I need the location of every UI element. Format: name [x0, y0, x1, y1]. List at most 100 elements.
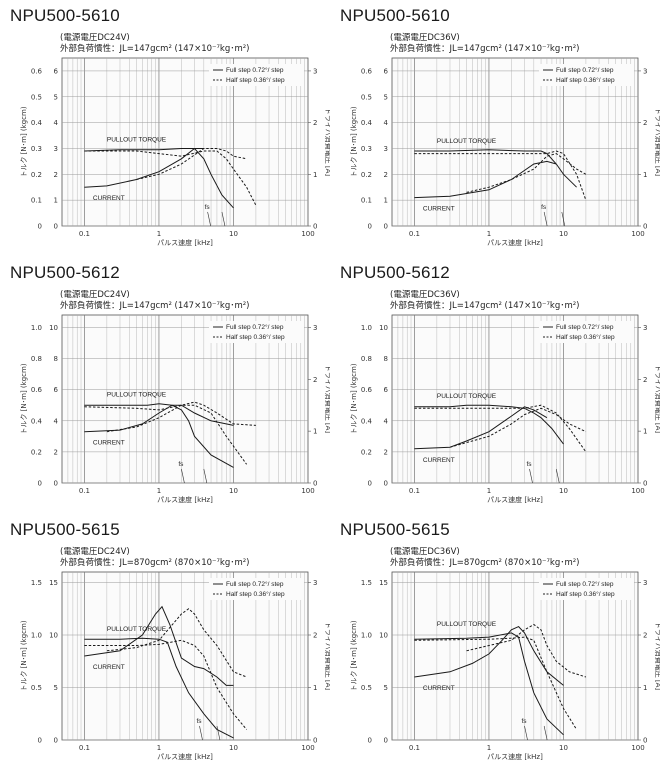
y-tick-label-nm: 0.3 [31, 145, 42, 153]
chart-subtitle-voltage: (電源電圧DC24V) [60, 33, 130, 43]
y-tick-label-amp: 2 [313, 632, 317, 640]
y-tick-label-kgcm: 2 [54, 171, 58, 179]
y-tick-label-amp: 1 [643, 684, 647, 692]
y-tick-label-kgcm: 0 [54, 480, 58, 488]
annotation-pullout-torque: PULLOUT TORQUE [107, 392, 167, 399]
x-axis-label: パルス速度 [kHz] [157, 238, 213, 247]
y-axis-label-right: ドライバ消費電圧 [A] [654, 622, 660, 691]
x-tick-label: 0.1 [409, 744, 420, 752]
x-tick-label: 1 [157, 487, 161, 495]
legend-label-half: Half step 0.36°/ step [226, 333, 285, 341]
chart-panel-5610-dc36: NPU500-5610 (電源電圧DC36V) 外部負荷慣性：JL=147gcm… [330, 0, 660, 257]
chart-subtitle-voltage: (電源電圧DC24V) [60, 290, 130, 300]
x-tick-label: 10 [559, 744, 568, 752]
x-tick-label: 1 [487, 487, 491, 495]
x-tick-label: 100 [631, 744, 644, 752]
y-axis-label-left: トルク [N･m] (kgcm) [350, 106, 358, 177]
y-tick-label-kgcm: 4 [384, 119, 389, 127]
annotation-current: CURRENT [423, 685, 455, 692]
y-tick-label-amp: 2 [313, 376, 317, 384]
chart-panel-5610-dc24: NPU500-5610 (電源電圧DC24V) 外部負荷慣性：JL=147gcm… [0, 0, 330, 257]
y-tick-label-kgcm: 8 [54, 355, 58, 363]
chart-subtitle-inertia: 外部負荷慣性：JL=870gcm² (870×10⁻⁷kg･m²) [390, 558, 580, 568]
y-tick-label-kgcm: 4 [54, 119, 59, 127]
chart-title: NPU500-5610 [340, 6, 450, 25]
y-axis-label-left: トルク [N･m] (kgcm) [20, 620, 28, 691]
y-tick-label-amp: 1 [313, 684, 317, 692]
y-tick-label-nm: 0.3 [361, 145, 372, 153]
y-tick-label-kgcm: 6 [384, 67, 389, 75]
y-tick-label-kgcm: 1 [54, 197, 58, 205]
y-tick-label-amp: 2 [313, 119, 317, 127]
fs-marker [203, 468, 208, 484]
y-tick-label-amp: 1 [643, 428, 647, 436]
y-tick-label-nm: 1.0 [31, 632, 42, 640]
fs-marker [181, 468, 185, 484]
legend-box [539, 578, 634, 600]
y-tick-label-kgcm: 6 [384, 386, 389, 394]
y-tick-label-kgcm: 3 [54, 145, 58, 153]
chart-plot: 0 0.1 0.2 0.3 0.4 0.5 0.6 0 1 2 3 4 5 6 0 1 2 3 0.1 1 10 100 パ… [20, 57, 330, 247]
x-tick-label: 10 [229, 230, 238, 238]
y-tick-label-nm: 0.5 [31, 684, 42, 692]
chart-panel-5612-dc36: NPU500-5612 (電源電圧DC36V) 外部負荷慣性：JL=147gcm… [330, 257, 660, 514]
y-axis-label-left: トルク [N･m] (kgcm) [350, 620, 358, 691]
y-tick-label-nm: 0.1 [361, 197, 372, 205]
y-tick-label-nm: 0.1 [31, 197, 42, 205]
series-line-torque-half [414, 636, 578, 730]
chart-subtitle-voltage: (電源電圧DC36V) [390, 33, 460, 43]
y-tick-label-amp: 3 [313, 579, 317, 587]
y-tick-label-kgcm: 15 [379, 579, 388, 587]
chart-title: NPU500-5615 [340, 520, 450, 539]
legend-label-full: Full step 0.72°/ step [556, 323, 614, 331]
fs-marker [207, 211, 211, 227]
series-line-torque-full [414, 149, 577, 188]
chart-subtitle-inertia: 外部負荷慣性：JL=147gcm² (147×10⁻⁷kg･m²) [60, 44, 250, 54]
y-tick-label-kgcm: 2 [384, 171, 388, 179]
series-line-current-half [106, 608, 247, 678]
chart-plot: 0 0.5 1.0 1.5 0 5 10 15 0 1 2 3 0.1 1 10 100 パルス速度 [kHz]… [350, 571, 660, 761]
y-tick-label-nm: 1.5 [361, 579, 372, 587]
y-tick-label-kgcm: 5 [384, 93, 388, 101]
y-tick-label-amp: 1 [313, 171, 317, 179]
y-tick-label-nm: 0 [38, 480, 42, 488]
chart-title: NPU500-5612 [340, 263, 450, 282]
legend-label-half: Half step 0.36°/ step [556, 590, 615, 598]
series-line-torque-full [414, 404, 564, 445]
fs-marker [543, 211, 548, 227]
y-tick-label-nm: 0.8 [31, 355, 42, 363]
annotation-current: CURRENT [93, 440, 125, 447]
x-axis-label: パルス速度 [kHz] [157, 495, 213, 504]
y-tick-label-nm: 0.5 [31, 93, 42, 101]
y-tick-label-nm: 0 [368, 737, 372, 745]
y-tick-label-kgcm: 0 [54, 223, 58, 231]
x-tick-label: 1 [487, 744, 491, 752]
legend-label-full: Full step 0.72°/ step [226, 580, 284, 588]
annotation-fs: fs [541, 204, 547, 211]
legend-label-half: Half step 0.36°/ step [556, 333, 615, 341]
y-tick-label-nm: 0 [368, 223, 372, 231]
y-tick-label-nm: 0.6 [31, 386, 43, 394]
annotation-pullout-torque: PULLOUT TORQUE [107, 136, 167, 143]
chart-panel-5615-dc24: NPU500-5615 (電源電圧DC24V) 外部負荷慣性：JL=870gcm… [0, 514, 330, 771]
chart-subtitle-voltage: (電源電圧DC36V) [390, 547, 460, 557]
fs-marker [524, 725, 528, 741]
y-axis-label-right: ドライバ消費電圧 [A] [654, 365, 660, 434]
legend-label-half: Half step 0.36°/ step [226, 76, 285, 84]
annotation-current: CURRENT [423, 457, 455, 464]
y-tick-label-nm: 0.5 [361, 93, 372, 101]
series-line-current-full [414, 406, 548, 450]
y-axis-label-left: トルク [N･m] (kgcm) [350, 363, 358, 434]
y-tick-label-kgcm: 6 [54, 386, 59, 394]
x-tick-label: 1 [157, 230, 161, 238]
chart-title: NPU500-5610 [10, 6, 120, 25]
y-tick-label-kgcm: 0 [384, 223, 388, 231]
x-axis-label: パルス速度 [kHz] [487, 752, 543, 761]
series-line-current-half [449, 407, 587, 448]
x-tick-label: 0.1 [79, 230, 90, 238]
annotation-fs: fs [527, 461, 533, 468]
y-tick-label-nm: 0 [368, 480, 372, 488]
series-line-current-full [84, 404, 234, 433]
y-tick-label-amp: 0 [313, 737, 317, 745]
y-tick-label-nm: 0.6 [31, 67, 43, 75]
